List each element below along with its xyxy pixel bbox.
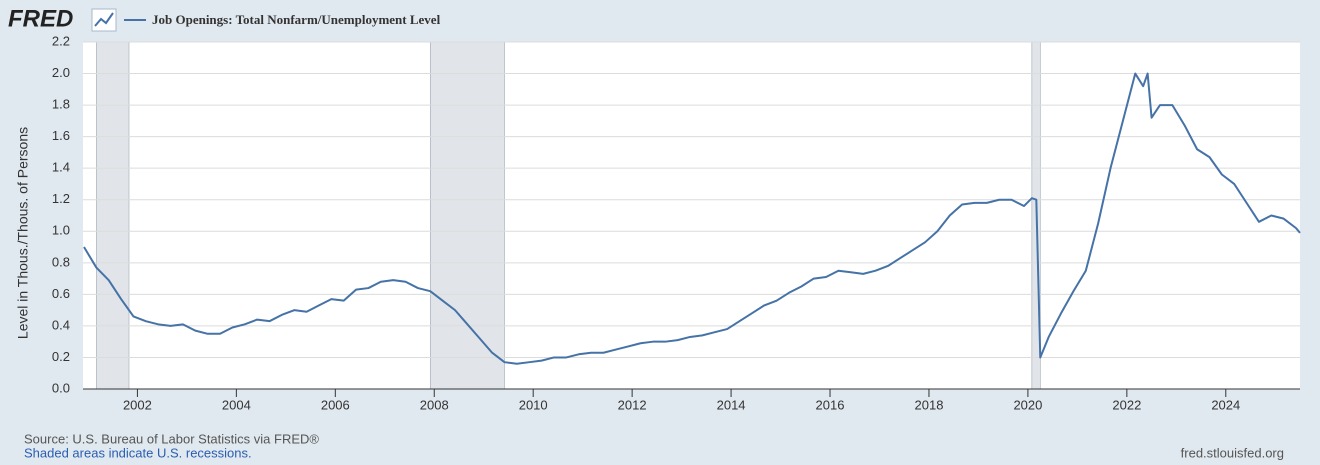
x-tick-label: 2022 (1112, 397, 1141, 412)
y-tick-label: 1.8 (52, 97, 70, 112)
y-tick-label: 0.6 (52, 286, 70, 301)
recession-band (96, 41, 130, 390)
brand-logo: FRED (8, 5, 73, 32)
y-tick-label: 0.4 (52, 317, 70, 332)
logo-icon (91, 8, 117, 32)
y-tick-label: 1.0 (52, 223, 70, 238)
y-axis-title: Level in Thous./Thous. of Persons (15, 127, 31, 339)
x-tick-label: 2008 (420, 397, 449, 412)
x-tick-label: 2002 (123, 397, 152, 412)
source-note: Source: U.S. Bureau of Labor Statistics … (24, 431, 319, 446)
y-tick-label: 1.4 (52, 160, 70, 175)
recession-band (429, 41, 505, 390)
y-tick-label: 2.2 (52, 33, 70, 48)
x-tick-label: 2018 (915, 397, 944, 412)
x-tick-label: 2012 (618, 397, 647, 412)
x-tick-label: 2024 (1211, 397, 1240, 412)
x-tick-label: 2014 (717, 397, 746, 412)
y-tick-label: 1.2 (52, 191, 70, 206)
x-tick-label: 2004 (222, 397, 251, 412)
x-tick-label: 2006 (321, 397, 350, 412)
recession-note: Shaded areas indicate U.S. recessions. (24, 445, 252, 460)
credit: fred.stlouisfed.org (1181, 445, 1284, 460)
y-tick-label: 2.0 (52, 65, 70, 80)
y-tick-label: 0.8 (52, 254, 70, 269)
x-tick-label: 2016 (816, 397, 845, 412)
y-tick-label: 1.6 (52, 128, 70, 143)
x-tick-label: 2020 (1013, 397, 1042, 412)
x-tick-label: 2010 (519, 397, 548, 412)
plot-area (83, 42, 1300, 389)
y-tick-label: 0.0 (52, 380, 70, 395)
legend-label: Job Openings: Total Nonfarm/Unemployment… (152, 12, 441, 27)
series-line (83, 72, 1301, 365)
y-tick-label: 0.2 (52, 349, 70, 364)
